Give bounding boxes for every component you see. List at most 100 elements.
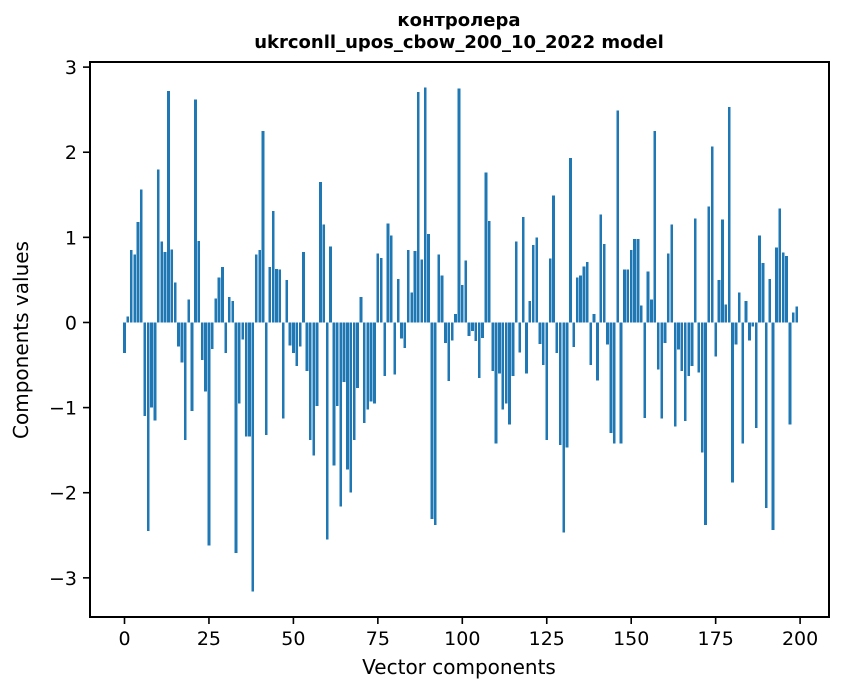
bar	[325, 322, 329, 540]
bar	[369, 322, 373, 402]
bar	[126, 316, 130, 323]
bar	[437, 254, 440, 323]
bar	[525, 322, 528, 374]
y-tick-label: 1	[65, 227, 77, 249]
bar	[744, 301, 748, 323]
bar	[308, 322, 312, 440]
bar	[295, 322, 299, 366]
bar	[471, 322, 474, 331]
bar	[288, 322, 292, 346]
bar	[656, 322, 660, 370]
bar	[775, 247, 778, 323]
bar	[721, 219, 724, 323]
y-axis-label: Components values	[9, 241, 33, 439]
bar	[359, 296, 363, 323]
bar	[146, 322, 150, 532]
bar	[457, 88, 461, 323]
bar	[366, 322, 370, 410]
bar	[494, 322, 498, 444]
bar	[170, 249, 174, 323]
bar	[481, 322, 484, 338]
x-tick-label: 75	[366, 628, 390, 650]
bar	[190, 322, 194, 412]
bar	[410, 292, 413, 323]
bar	[224, 322, 228, 354]
x-tick-label: 50	[281, 628, 305, 650]
bar	[714, 322, 717, 357]
bar	[376, 253, 380, 323]
bar	[150, 322, 153, 408]
y-tick-label: 2	[65, 142, 77, 164]
y-tick-label: −3	[49, 568, 77, 590]
chart-subtitle: ukrconll_upos_cbow_200_10_2022 model	[254, 32, 664, 53]
bar	[535, 237, 538, 323]
bar	[619, 322, 623, 444]
bar	[548, 258, 552, 323]
bar	[616, 110, 620, 323]
bar	[278, 269, 282, 323]
bar	[248, 322, 251, 437]
bar	[683, 322, 687, 422]
bar	[734, 322, 738, 345]
bar	[207, 322, 211, 546]
bar	[396, 279, 400, 323]
bar	[315, 322, 319, 406]
bar	[781, 252, 785, 323]
bar	[694, 218, 697, 323]
bar	[761, 262, 765, 323]
bar	[602, 244, 606, 323]
bar	[788, 322, 792, 425]
bar	[623, 269, 626, 323]
bar	[386, 223, 390, 323]
bar	[569, 158, 572, 323]
bars-group	[123, 87, 799, 592]
bar	[690, 322, 694, 366]
bar	[356, 322, 359, 389]
bar	[700, 322, 704, 453]
bar	[552, 195, 555, 323]
bar	[447, 322, 451, 382]
bar	[629, 250, 633, 323]
bar	[511, 322, 515, 377]
bar	[339, 322, 343, 507]
bar	[467, 322, 471, 337]
x-tick-label: 0	[118, 628, 130, 650]
bar	[612, 322, 616, 444]
bar	[542, 322, 545, 366]
bar	[643, 322, 647, 418]
bar	[427, 233, 430, 323]
bar	[200, 322, 204, 360]
bar	[771, 322, 775, 531]
bar	[400, 322, 403, 339]
bar	[393, 322, 397, 375]
bar	[254, 254, 258, 323]
bar	[636, 239, 640, 323]
bar	[123, 322, 126, 354]
bar	[538, 322, 542, 344]
bar	[292, 322, 295, 354]
bar	[420, 259, 424, 323]
bar	[156, 169, 160, 323]
y-tick-label: 0	[65, 312, 77, 334]
bar	[515, 241, 518, 323]
bar	[214, 298, 218, 323]
bar	[487, 221, 491, 323]
bar	[484, 172, 488, 323]
bar	[430, 322, 434, 520]
bar	[528, 301, 532, 323]
bar	[183, 322, 187, 440]
bar	[231, 301, 234, 323]
chart-title: контролера	[397, 10, 520, 31]
bar	[589, 322, 593, 366]
axes-group	[89, 61, 830, 618]
bar	[704, 322, 707, 526]
bar	[670, 224, 674, 323]
bar	[565, 322, 569, 448]
bar	[173, 282, 177, 323]
bar	[312, 322, 316, 456]
ticks-group: 0 25 50 75 100 125 150 175 200 3 2 1 0 −1 −2 −3	[49, 57, 818, 650]
bar	[646, 271, 650, 323]
bar	[764, 322, 768, 509]
